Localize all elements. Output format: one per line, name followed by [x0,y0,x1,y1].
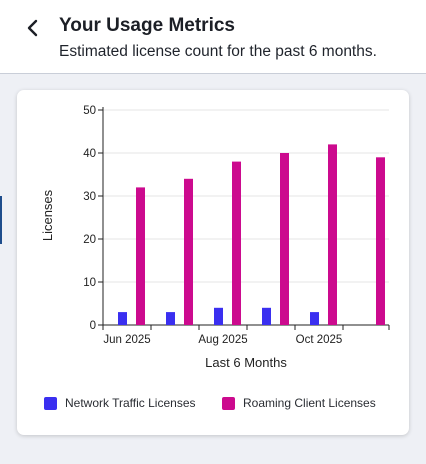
left-edge-accent [0,196,2,244]
page-header: Your Usage Metrics Estimated license cou… [0,0,426,74]
back-button[interactable] [20,14,46,42]
network-traffic-bar [310,312,319,325]
y-tick-label: 10 [83,277,96,289]
y-tick-label: 50 [83,105,96,117]
network-traffic-bar [214,307,223,325]
x-tick-label: Oct 2025 [296,334,343,346]
network-traffic-bar [118,312,127,325]
license-bar-chart: 0 10 20 30 40 50 Jun 2025 Aug 2025 Oct 2025 Last … [40,105,390,370]
roaming-client-bar [328,144,337,325]
network-traffic-bar [166,312,175,325]
chevron-left-icon [27,19,38,37]
roaming-client-bar [136,187,145,325]
roaming-client-bar [232,161,241,325]
legend-item: Network Traffic Licenses [44,396,196,410]
roaming-client-bar [280,153,289,325]
page-title: Your Usage Metrics [59,15,235,36]
chart-legend: Network Traffic Licenses Roaming Client L… [17,396,409,414]
legend-swatch [222,396,235,410]
x-tick-label: Jun 2025 [103,334,150,346]
y-tick-label: 20 [83,234,96,246]
legend-label: Roaming Client Licenses [243,396,376,410]
roaming-client-bar [184,178,193,325]
roaming-client-bar [376,157,385,325]
usage-chart-card: 0 10 20 30 40 50 Jun 2025 Aug 2025 Oct 2025 Last … [17,90,409,435]
legend-label: Network Traffic Licenses [65,396,196,410]
y-axis-title: Licenses [40,189,55,241]
x-axis-title: Last 6 Months [205,355,287,370]
y-tick-label: 0 [90,320,96,332]
network-traffic-bar [262,307,271,325]
legend-item: Roaming Client Licenses [222,396,376,410]
page-subtitle: Estimated license count for the past 6 m… [59,43,377,60]
y-tick-label: 30 [83,191,96,203]
legend-swatch [44,396,57,410]
x-tick-label: Aug 2025 [198,334,247,346]
y-tick-label: 40 [83,148,96,160]
